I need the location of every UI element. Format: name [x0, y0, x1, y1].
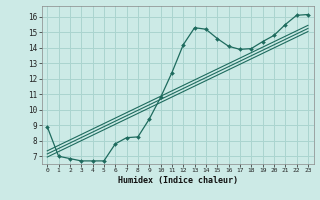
- X-axis label: Humidex (Indice chaleur): Humidex (Indice chaleur): [118, 176, 237, 185]
